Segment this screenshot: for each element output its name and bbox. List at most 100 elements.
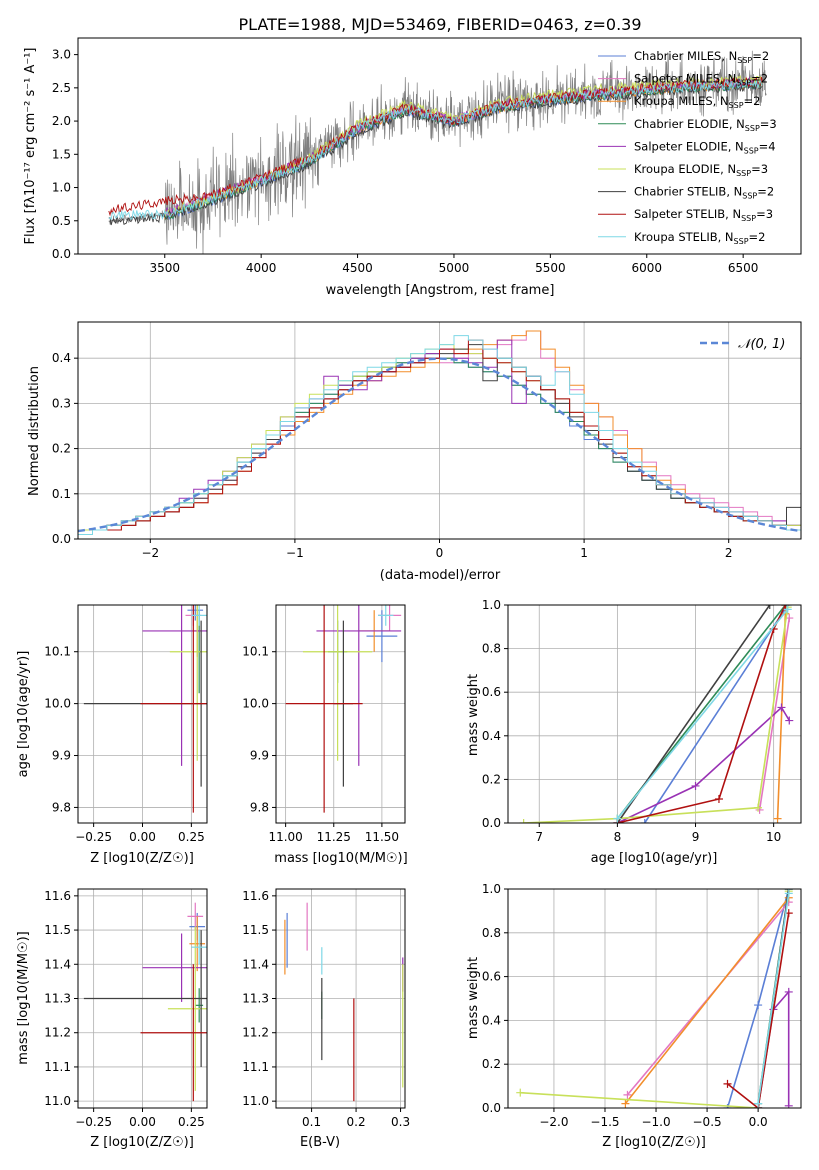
massweight-z-xlabel: Z [log10(Z/Z☉)]	[602, 1135, 706, 1150]
mass-weight-line	[776, 613, 787, 819]
mass_vs_ebv-ytick-label: 11.2	[242, 1026, 269, 1040]
massweight_vs_Z-xtick-label: −1.5	[590, 1115, 619, 1129]
massweight_vs_age-xtick-label: 9	[692, 830, 700, 844]
mass_vs_Z-xtick-label: −0.25	[75, 1115, 112, 1129]
age_vs_Z-xtick-label: −0.25	[75, 830, 112, 844]
massweight_vs_age-ytick-label: 0.0	[482, 816, 501, 830]
mass-weight-marker	[516, 1088, 525, 1097]
spectrum-ytick-label: 0.0	[52, 247, 71, 261]
mass-weight-marker	[781, 605, 790, 609]
massweight_vs_Z-grid	[508, 888, 801, 1109]
spectrum-xtick-label: 4000	[246, 261, 277, 275]
mass-weight-marker	[754, 803, 763, 812]
residuals-ytick-label: 0.1	[52, 487, 71, 501]
massweight_vs_Z-ytick-label: 0.0	[482, 1101, 501, 1115]
mass-weight-line	[617, 605, 787, 823]
massweight_vs_age-ytick-label: 0.4	[482, 729, 501, 743]
mass_vs_ebv-ytick-label: 11.4	[242, 957, 269, 971]
mass-weight-marker	[784, 889, 793, 898]
mass-weight-line	[616, 608, 789, 820]
mass-weight-marker	[783, 605, 792, 614]
residuals-plot	[78, 330, 801, 539]
massweight_vs_Z-ytick-label: 0.2	[482, 1057, 501, 1071]
mass_vs_ebv-ytick-label: 11.1	[242, 1060, 269, 1074]
spectrum-xtick-label: 6500	[728, 261, 759, 275]
legend-entry: Chabrier ELODIE, NSSP=3	[634, 117, 777, 133]
mass-weight-marker	[784, 987, 793, 996]
mass_vs_ebv-plot	[284, 902, 404, 1102]
massweight_vs_Z-xtick-label: −1.0	[641, 1115, 670, 1129]
massweight_vs_age-ytick-label: 0.2	[482, 772, 501, 786]
mass_vs_Z-ytick-label: 11.2	[44, 1026, 71, 1040]
legend-entry: Salpeter ELODIE, NSSP=4	[634, 139, 776, 155]
age_vs_mass-ytick-label: 10.0	[242, 697, 269, 711]
mass_vs_Z-ytick-label: 11.5	[44, 923, 71, 937]
mass-weight-line	[757, 893, 790, 1104]
spectrum-plot	[108, 50, 767, 254]
age_vs_Z-ytick-label: 10.0	[44, 697, 71, 711]
mass_vs_Z-ytick-label: 11.3	[44, 992, 71, 1006]
spectrum-ytick-label: 1.5	[52, 147, 71, 161]
spectrum-ytick-label: 2.0	[52, 114, 71, 128]
mass-weight-marker	[773, 814, 782, 823]
mass-weight-marker	[640, 819, 649, 823]
mass-weight-marker	[621, 1099, 630, 1108]
mass-weight-line	[624, 897, 790, 1105]
legend-entry: Chabrier MILES, NSSP=2	[634, 49, 769, 65]
spectrum-xtick-label: 4500	[342, 261, 373, 275]
legend-entry: Salpeter STELIB, NSSP=3	[634, 207, 773, 223]
age-z-ylabel: age [log10(age/yr)]	[16, 651, 31, 778]
age_vs_mass-ytick-label: 9.9	[250, 749, 269, 763]
mass_vs_Z-xtick-label: 0.25	[178, 1115, 205, 1129]
residuals-frame	[77, 321, 802, 540]
residuals-xlabel: (data-model)/error	[380, 568, 501, 583]
mass-weight-marker	[754, 1099, 763, 1108]
spectrum-ytick-label: 1.0	[52, 181, 71, 195]
age_vs_mass-ytick-label: 10.1	[242, 645, 269, 659]
massweight_vs_age-grid	[508, 604, 801, 824]
legend-entry: Kroupa MILES, NSSP=2	[634, 94, 760, 110]
mass_vs_ebv-grid	[276, 889, 405, 1108]
mass-weight-marker	[754, 1001, 763, 1010]
mass-weight-marker	[777, 703, 786, 712]
mass-weight-line	[644, 605, 789, 823]
residuals-ytick-label: 0.2	[52, 442, 71, 456]
age_vs_Z-frame	[77, 604, 208, 824]
mass-weight-marker	[623, 1090, 632, 1099]
massweight-age-ylabel: mass weight	[466, 674, 481, 756]
massweight_vs_Z-xtick-label: 0.0	[749, 1115, 768, 1129]
age_vs_Z-plot	[83, 605, 207, 813]
residuals-ytick-label: 0.3	[52, 396, 71, 410]
massweight_vs_age-xtick-label: 8	[614, 830, 622, 844]
massweight_vs_age-axes: 7 8 9 10 0.0 0.2 0.4 0.6 0.8 1.0	[482, 598, 801, 844]
mass-weight-marker	[691, 781, 700, 790]
residuals-ylabel: Normed distribution	[27, 366, 42, 496]
residuals-xtick-label: −2	[141, 546, 159, 560]
mass_vs_Z-ytick-label: 11.4	[44, 957, 71, 971]
mass_vs_Z-ytick-label: 11.6	[44, 889, 71, 903]
massweight-z-ylabel: mass weight	[466, 957, 481, 1039]
age-z-xlabel: Z [log10(Z/Z☉)]	[90, 851, 194, 866]
mass_vs_Z-xtick-label: 0.00	[129, 1115, 156, 1129]
spectrum-title: PLATE=1988, MJD=53469, FIBERID=0463, z=0…	[238, 15, 641, 34]
spectrum-model-line	[108, 79, 763, 221]
massweight_vs_Z-ytick-label: 0.6	[482, 970, 501, 984]
massweight-age-xlabel: age [log10(age/yr)]	[591, 851, 718, 866]
legend-entry: Salpeter MILES, NSSP=2	[634, 72, 768, 88]
spectrum-ytick-label: 3.0	[52, 48, 71, 62]
spectrum-frame	[77, 37, 802, 255]
age_vs_Z-ytick-label: 9.9	[52, 749, 71, 763]
massweight_vs_age-xtick-label: 10	[766, 830, 781, 844]
massweight_vs_age-ytick-label: 0.8	[482, 642, 501, 656]
age_vs_Z-axes: −0.25 0.00 0.25 9.8 9.9 10.0 10.1	[44, 605, 207, 844]
mass_vs_ebv-xtick-label: 0.3	[391, 1115, 410, 1129]
mass-weight-marker	[723, 1079, 732, 1088]
age_vs_Z-ytick-label: 9.8	[52, 800, 71, 814]
age_vs_Z-xtick-label: 0.25	[178, 830, 205, 844]
mass_vs_Z-ytick-label: 11.0	[44, 1094, 71, 1108]
mass-weight-marker	[613, 814, 622, 823]
residuals-ytick-label: 0.4	[52, 351, 71, 365]
residuals-xtick-label: 0	[436, 546, 444, 560]
mass-weight-line	[523, 607, 789, 823]
